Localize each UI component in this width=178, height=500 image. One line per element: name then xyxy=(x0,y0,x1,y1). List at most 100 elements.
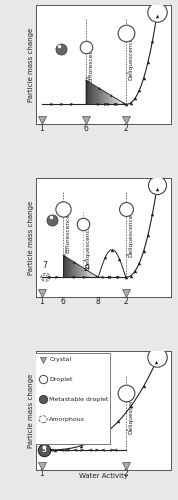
Polygon shape xyxy=(94,85,95,104)
Polygon shape xyxy=(111,96,112,104)
Polygon shape xyxy=(68,258,69,277)
Text: 1: 1 xyxy=(40,124,44,132)
Text: Deliquescence: Deliquescence xyxy=(128,391,133,434)
Polygon shape xyxy=(78,264,79,277)
Text: Amorphous: Amorphous xyxy=(49,416,85,422)
Polygon shape xyxy=(67,258,68,277)
Text: 2: 2 xyxy=(123,296,128,306)
Text: a: a xyxy=(161,8,167,18)
Polygon shape xyxy=(71,260,72,277)
Polygon shape xyxy=(75,262,76,277)
Polygon shape xyxy=(76,264,77,277)
Text: Metastable droplet: Metastable droplet xyxy=(49,397,109,402)
Text: 6: 6 xyxy=(83,124,88,132)
Polygon shape xyxy=(92,274,93,277)
Polygon shape xyxy=(82,267,83,277)
Polygon shape xyxy=(70,260,71,277)
Y-axis label: Particle mass change: Particle mass change xyxy=(28,200,34,274)
Text: 4: 4 xyxy=(153,7,158,16)
Text: 4: 4 xyxy=(153,353,158,362)
Polygon shape xyxy=(88,82,89,104)
Text: 9: 9 xyxy=(84,264,89,273)
Text: Crystal: Crystal xyxy=(49,357,72,362)
Polygon shape xyxy=(88,271,89,277)
Polygon shape xyxy=(122,102,123,104)
Polygon shape xyxy=(90,83,91,104)
Text: Efflorescence: Efflorescence xyxy=(66,213,71,253)
Polygon shape xyxy=(92,84,93,104)
Polygon shape xyxy=(65,256,66,277)
Polygon shape xyxy=(81,266,82,277)
Polygon shape xyxy=(109,94,110,104)
Text: 2: 2 xyxy=(123,124,128,132)
Text: 4: 4 xyxy=(153,180,158,189)
Polygon shape xyxy=(86,270,87,277)
Polygon shape xyxy=(115,98,116,104)
Polygon shape xyxy=(95,86,96,104)
Text: 1: 1 xyxy=(40,296,44,306)
Polygon shape xyxy=(83,268,84,277)
Polygon shape xyxy=(97,87,98,104)
Text: b: b xyxy=(161,182,167,192)
Polygon shape xyxy=(98,88,99,104)
Text: Deliquescence: Deliquescence xyxy=(86,224,91,268)
X-axis label: Water Activity: Water Activity xyxy=(79,473,128,479)
Text: c: c xyxy=(161,354,167,364)
Polygon shape xyxy=(121,102,122,104)
Polygon shape xyxy=(86,80,87,104)
Polygon shape xyxy=(84,268,85,277)
Polygon shape xyxy=(64,256,65,277)
Polygon shape xyxy=(79,266,80,277)
Polygon shape xyxy=(101,90,102,104)
Polygon shape xyxy=(80,266,81,277)
Polygon shape xyxy=(85,269,86,277)
Polygon shape xyxy=(116,98,117,104)
Polygon shape xyxy=(96,276,97,277)
Polygon shape xyxy=(91,84,92,104)
Polygon shape xyxy=(94,274,95,277)
Polygon shape xyxy=(107,93,108,104)
Polygon shape xyxy=(120,101,121,104)
Polygon shape xyxy=(89,272,90,277)
Text: 2: 2 xyxy=(123,470,128,478)
Polygon shape xyxy=(90,272,91,277)
Text: Deliquescence: Deliquescence xyxy=(128,36,133,80)
Polygon shape xyxy=(95,276,96,277)
Polygon shape xyxy=(77,264,78,277)
Text: 1: 1 xyxy=(40,470,44,478)
Polygon shape xyxy=(99,88,100,104)
Text: 6: 6 xyxy=(61,296,66,306)
Polygon shape xyxy=(100,88,101,104)
Polygon shape xyxy=(110,95,111,104)
Polygon shape xyxy=(73,262,74,277)
Polygon shape xyxy=(97,276,98,277)
Polygon shape xyxy=(63,255,64,277)
Polygon shape xyxy=(74,262,75,277)
FancyBboxPatch shape xyxy=(34,353,109,444)
Polygon shape xyxy=(102,90,103,104)
Polygon shape xyxy=(93,274,94,277)
Y-axis label: Particle mass change: Particle mass change xyxy=(28,28,34,102)
Polygon shape xyxy=(119,100,120,104)
Polygon shape xyxy=(104,91,105,104)
Text: 8: 8 xyxy=(96,296,101,306)
Polygon shape xyxy=(106,92,107,104)
Polygon shape xyxy=(69,259,70,277)
Polygon shape xyxy=(118,100,119,104)
Text: 7: 7 xyxy=(42,260,47,270)
Polygon shape xyxy=(108,94,109,104)
Polygon shape xyxy=(113,96,114,104)
Polygon shape xyxy=(87,81,88,104)
Polygon shape xyxy=(89,82,90,104)
Polygon shape xyxy=(123,102,124,104)
Polygon shape xyxy=(91,273,92,277)
Polygon shape xyxy=(87,270,88,277)
Polygon shape xyxy=(105,92,106,104)
Polygon shape xyxy=(96,86,97,104)
Text: Efflorescence: Efflorescence xyxy=(88,42,93,82)
Polygon shape xyxy=(93,84,94,104)
Polygon shape xyxy=(72,261,73,277)
Polygon shape xyxy=(112,96,113,104)
Polygon shape xyxy=(114,98,115,104)
Text: Droplet: Droplet xyxy=(49,377,73,382)
